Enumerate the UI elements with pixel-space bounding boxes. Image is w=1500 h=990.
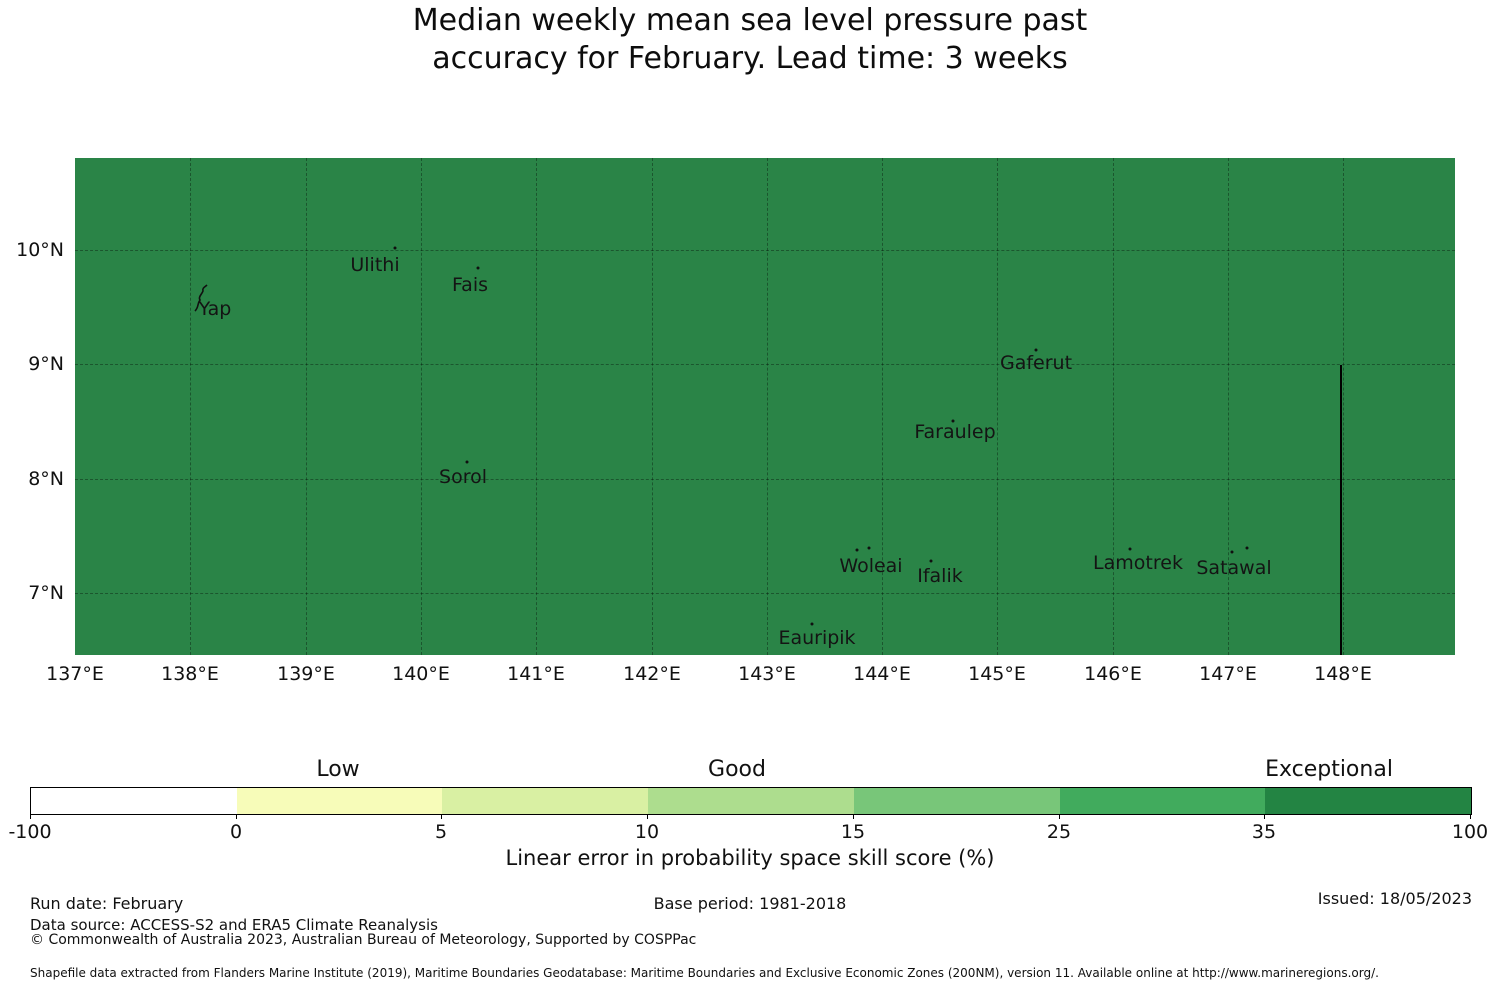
run-date-text: Run date: February bbox=[30, 894, 184, 913]
map-panel: Yap Ulithi Fais Sorol Gaferut Faraulep Woleai I… bbox=[75, 158, 1455, 655]
map-gridline-vertical bbox=[536, 158, 537, 655]
x-tick-label: 145°E bbox=[968, 663, 1026, 685]
map-gridline-horizontal bbox=[75, 593, 1455, 594]
island-dot bbox=[1128, 547, 1132, 551]
island-dot bbox=[393, 246, 397, 250]
copyright-text: © Commonwealth of Australia 2023, Austra… bbox=[30, 932, 697, 948]
issued-date-text: Issued: 18/05/2023 bbox=[1317, 889, 1472, 908]
x-tick-label: 140°E bbox=[392, 663, 450, 685]
colorbar-tick bbox=[1470, 814, 1471, 819]
map-gridline-vertical bbox=[190, 158, 191, 655]
colorbar-tick-label: 5 bbox=[434, 821, 448, 843]
colorbar-segment bbox=[853, 788, 1060, 814]
map-gridline-vertical bbox=[1113, 158, 1114, 655]
data-source-text: Data source: ACCESS-S2 and ERA5 Climate … bbox=[30, 916, 438, 934]
base-period-text: Base period: 1981-2018 bbox=[653, 894, 847, 913]
map-gridline-horizontal bbox=[75, 479, 1455, 480]
y-tick-label: 8°N bbox=[28, 468, 64, 490]
island-label: Sorol bbox=[439, 466, 487, 488]
x-tick-label: 138°E bbox=[161, 663, 219, 685]
y-tick-label: 7°N bbox=[28, 582, 64, 604]
island-label: Woleai bbox=[839, 555, 903, 577]
x-tick-label: 146°E bbox=[1084, 663, 1142, 685]
map-gridline-vertical bbox=[767, 158, 768, 655]
x-tick-label: 147°E bbox=[1199, 663, 1257, 685]
map-gridline-vertical bbox=[997, 158, 998, 655]
island-label: Yap bbox=[198, 298, 232, 320]
island-label: Ulithi bbox=[350, 254, 400, 276]
colorbar bbox=[30, 787, 1472, 815]
island-dot bbox=[1034, 348, 1038, 352]
island-dot bbox=[855, 548, 859, 552]
x-tick-label: 143°E bbox=[738, 663, 796, 685]
island-dot bbox=[1230, 550, 1234, 554]
colorbar-tick bbox=[441, 814, 442, 819]
island-label: Satawal bbox=[1196, 557, 1272, 579]
colorbar-tick bbox=[1264, 814, 1265, 819]
island-label: Gaferut bbox=[999, 352, 1073, 374]
map-gridline-vertical bbox=[652, 158, 653, 655]
colorbar-tick-label: 100 bbox=[1451, 821, 1489, 843]
island-dot bbox=[476, 266, 480, 270]
island-dot bbox=[465, 460, 469, 464]
chart-title-line1: Median weekly mean sea level pressure pa… bbox=[412, 3, 1088, 38]
shapefile-note-text: Shapefile data extracted from Flanders M… bbox=[30, 966, 1379, 980]
colorbar-tick-label: 15 bbox=[840, 821, 866, 843]
island-label: Fais bbox=[451, 274, 489, 296]
map-gridline-horizontal bbox=[75, 364, 1455, 365]
island-label: Faraulep bbox=[914, 421, 996, 443]
map-gridline-vertical bbox=[306, 158, 307, 655]
colorbar-segment bbox=[648, 788, 854, 814]
colorbar-segment bbox=[442, 788, 649, 814]
x-tick-label: 148°E bbox=[1314, 663, 1372, 685]
map-gridline-horizontal bbox=[75, 250, 1455, 251]
colorbar-tick-label: -100 bbox=[8, 821, 52, 843]
colorbar-segment bbox=[1059, 788, 1266, 814]
x-tick-label: 141°E bbox=[507, 663, 565, 685]
island-label: Ifalik bbox=[917, 565, 963, 587]
colorbar-category-label: Exceptional bbox=[1265, 757, 1393, 782]
colorbar-tick-label: 0 bbox=[229, 821, 243, 843]
y-tick-label: 10°N bbox=[16, 239, 64, 261]
colorbar-tick-label: 35 bbox=[1251, 821, 1277, 843]
yap-island-shape bbox=[191, 284, 215, 318]
colorbar-tick-label: 10 bbox=[634, 821, 660, 843]
colorbar-tick bbox=[647, 814, 648, 819]
colorbar-category-label: Good bbox=[708, 757, 766, 782]
island-dot bbox=[867, 546, 871, 550]
island-dot bbox=[951, 419, 955, 423]
colorbar-axis-label: Linear error in probability space skill … bbox=[505, 846, 995, 870]
colorbar-tick bbox=[30, 814, 31, 819]
map-gridline-vertical bbox=[1228, 158, 1229, 655]
colorbar-segment bbox=[236, 788, 443, 814]
eez-boundary-line bbox=[1340, 365, 1342, 655]
chart-title: Median weekly mean sea level pressure pa… bbox=[0, 2, 1500, 78]
colorbar-tick bbox=[853, 814, 854, 819]
island-label: Lamotrek bbox=[1093, 552, 1183, 574]
colorbar-tick bbox=[236, 814, 237, 819]
island-dot bbox=[810, 622, 814, 626]
x-tick-label: 144°E bbox=[853, 663, 911, 685]
colorbar-category-label: Low bbox=[316, 757, 360, 782]
island-dot bbox=[929, 559, 933, 563]
map-gridline-vertical bbox=[882, 158, 883, 655]
x-tick-label: 142°E bbox=[623, 663, 681, 685]
colorbar-tick-label: 25 bbox=[1046, 821, 1072, 843]
island-label: Eauripik bbox=[778, 627, 856, 649]
chart-title-line2: accuracy for February. Lead time: 3 week… bbox=[432, 41, 1068, 76]
map-gridline-vertical bbox=[1343, 158, 1344, 655]
map-gridline-vertical bbox=[421, 158, 422, 655]
colorbar-segment bbox=[1265, 788, 1471, 814]
colorbar-segment bbox=[31, 788, 237, 814]
colorbar-tick bbox=[1059, 814, 1060, 819]
x-tick-label: 139°E bbox=[277, 663, 335, 685]
x-tick-label: 137°E bbox=[46, 663, 104, 685]
island-dot bbox=[1245, 546, 1249, 550]
y-tick-label: 9°N bbox=[28, 353, 64, 375]
